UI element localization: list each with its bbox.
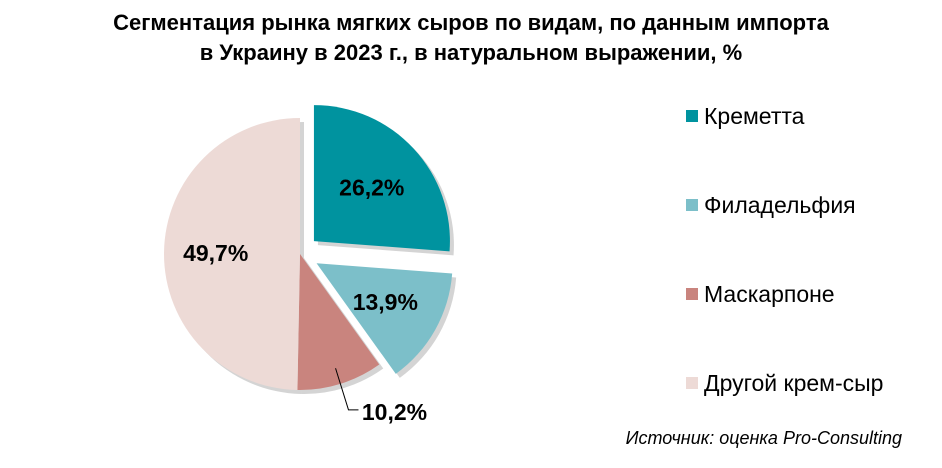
source-note: Источник: оценка Pro-Consulting (625, 428, 902, 448)
legend-item-mascarpone: Маскарпоне (686, 279, 835, 309)
slice-kremetta (313, 105, 450, 252)
slice-other-cream-cheese (164, 118, 300, 390)
legend-item-philadelphia: Филадельфия (686, 190, 856, 220)
legend-swatch-kremetta (686, 110, 698, 122)
data-label-philadelphia: 13,9% (353, 289, 418, 315)
legend-item-kremetta: Креметта (686, 101, 804, 131)
legend-swatch-mascarpone (686, 288, 698, 300)
data-label-other-cream-cheese: 49,7% (183, 240, 248, 266)
chart-title: Сегментация рынка мягких сыров по видам,… (0, 8, 942, 68)
legend-item-other-cream-cheese: Другой крем-сыр (686, 368, 883, 398)
data-label-mascarpone: 10,2% (362, 399, 427, 425)
legend-label-philadelphia: Филадельфия (704, 191, 856, 218)
legend-label-other-cream-cheese: Другой крем-сыр (704, 369, 884, 396)
slice-philadelphia (316, 263, 453, 374)
data-label-kremetta: 26,2% (339, 174, 404, 200)
chart-title-line-2: в Украину в 2023 г., в натуральном выраж… (199, 40, 743, 65)
slice-mascarpone (297, 254, 380, 390)
leader-line-mascarpone (335, 368, 359, 411)
legend-label-mascarpone: Маскарпоне (704, 280, 835, 307)
legend-label-kremetta: Креметта (704, 102, 805, 129)
legend-swatch-philadelphia (686, 199, 698, 211)
chart-title-line-1: Сегментация рынка мягких сыров по видам,… (113, 10, 829, 35)
legend-swatch-other-cream-cheese (686, 377, 698, 389)
